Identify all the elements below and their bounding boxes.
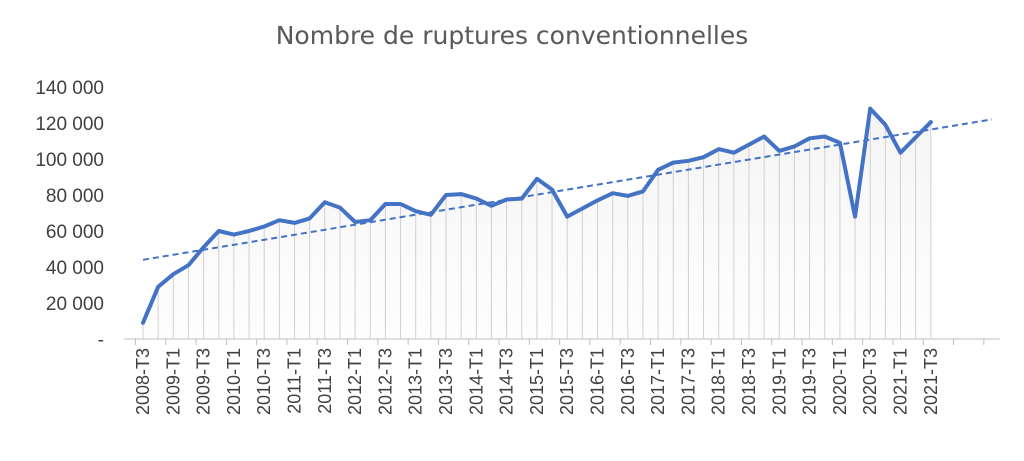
data-point: [792, 144, 796, 148]
data-point: [883, 123, 887, 127]
data-point: [247, 229, 251, 233]
data-point: [262, 225, 266, 228]
data-point: [929, 120, 933, 124]
y-tick-label: 40 000: [46, 258, 104, 279]
y-tick-label: 120 000: [35, 114, 104, 135]
data-point: [338, 206, 342, 210]
data-point: [323, 200, 327, 204]
data-point: [777, 149, 781, 153]
data-point: [565, 215, 569, 219]
x-tick-label: 2018-T1: [709, 348, 729, 415]
data-point: [368, 218, 372, 222]
data-point: [186, 263, 190, 267]
data-point: [838, 141, 842, 145]
x-tick-label: 2012-T1: [345, 348, 365, 415]
data-point: [580, 207, 584, 210]
trendline: [142, 118, 993, 261]
x-tick-label: 2018-T3: [739, 348, 759, 415]
data-point: [232, 233, 236, 237]
x-tick-label: 2017-T1: [648, 348, 668, 415]
y-tick-label: 140 000: [35, 78, 104, 99]
data-point: [762, 135, 766, 138]
x-tick-label: 2012-T3: [375, 348, 395, 415]
x-tick-label: 2020-T1: [830, 348, 850, 415]
data-point: [550, 188, 554, 192]
data-point: [444, 193, 448, 197]
data-point: [853, 215, 857, 219]
data-point: [626, 194, 630, 198]
x-tick-label: 2019-T3: [800, 348, 820, 415]
data-point: [171, 272, 175, 276]
data-point: [868, 107, 872, 111]
data-point: [596, 198, 599, 202]
y-tick-label: 60 000: [46, 222, 104, 243]
data-point: [641, 189, 645, 193]
x-tick-label: 2011-T1: [285, 348, 305, 414]
y-tick-label: 100 000: [35, 150, 104, 171]
x-tick-label: 2011-T3: [315, 348, 335, 414]
data-point: [823, 135, 827, 138]
data-point: [141, 321, 145, 325]
x-tick-label: 2009-T3: [194, 348, 214, 415]
x-tick-label: 2008-T3: [133, 348, 153, 415]
trendline-path: [142, 118, 993, 261]
x-tick-label: 2016-T3: [618, 348, 638, 415]
x-tick-label: 2014-T3: [497, 348, 517, 415]
x-tick-label: 2009-T1: [163, 348, 183, 415]
x-tick-label: 2010-T1: [224, 348, 244, 415]
data-point: [489, 204, 493, 208]
data-point: [520, 197, 524, 201]
y-tick-label: 20 000: [46, 294, 104, 315]
data-point: [156, 285, 160, 289]
y-tick-label: -: [98, 330, 104, 351]
x-tick-label: 2015-T1: [527, 348, 547, 415]
data-point: [671, 161, 675, 165]
data-point: [353, 220, 357, 224]
x-tick-label: 2013-T1: [406, 348, 426, 415]
data-point: [277, 218, 281, 222]
data-point: [808, 136, 812, 140]
data-point: [308, 216, 312, 220]
y-tick-label: 80 000: [46, 186, 104, 207]
x-tick-label: 2021-T1: [891, 348, 911, 415]
series-line: [141, 106, 933, 325]
drop-lines: [142, 108, 932, 339]
data-point: [383, 202, 387, 206]
data-point: [535, 177, 539, 181]
x-tick-label: 2016-T1: [588, 348, 608, 415]
data-point: [702, 155, 706, 159]
data-point: [611, 191, 615, 195]
x-tick-label: 2019-T1: [769, 348, 789, 415]
data-point: [914, 135, 918, 139]
x-tick-label: 2017-T3: [678, 348, 698, 415]
data-point: [686, 159, 690, 163]
x-tick-label: 2014-T1: [466, 348, 486, 415]
data-point: [293, 221, 296, 225]
x-axis: [124, 338, 1000, 345]
data-point: [414, 209, 418, 213]
x-tick-label: 2013-T3: [436, 348, 456, 415]
x-tick-label: 2010-T3: [254, 348, 274, 415]
data-point: [474, 197, 478, 201]
data-point: [505, 198, 509, 201]
x-tick-label: 2020-T3: [860, 348, 880, 415]
data-point: [429, 213, 433, 217]
x-tick-label: 2021-T3: [921, 348, 941, 415]
x-axis-ticks: 2008-T3 2009-T1 2009-T3 2010-T1 2010-T3 2011-…: [133, 348, 941, 415]
data-point: [217, 229, 221, 233]
y-axis-ticks: - 20 000 40 000 60 000 80 000 100 000 120 000 1…: [35, 78, 104, 351]
data-point: [899, 151, 902, 155]
data-point: [202, 245, 206, 249]
chart-title: Nombre de ruptures conventionnelles: [276, 21, 749, 50]
data-point: [399, 202, 403, 206]
data-point: [459, 192, 463, 196]
data-point: [656, 168, 660, 172]
data-point: [717, 147, 721, 151]
data-point: [747, 143, 751, 147]
x-tick-label: 2015-T3: [557, 348, 577, 415]
data-point: [732, 151, 736, 155]
